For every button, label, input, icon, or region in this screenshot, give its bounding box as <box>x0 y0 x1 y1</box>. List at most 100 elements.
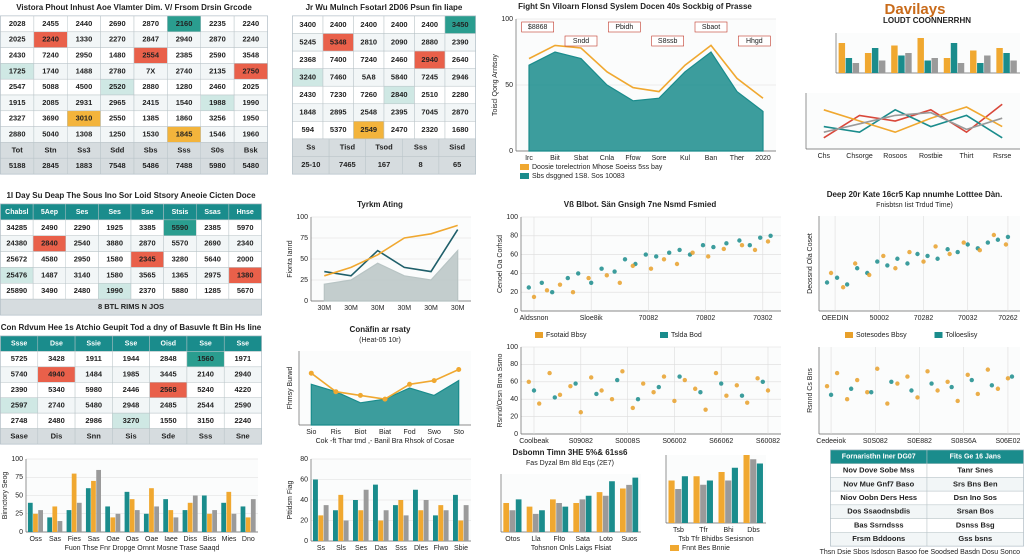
scatter-point <box>677 374 682 379</box>
x-tick-label: Rsrse <box>993 153 1011 160</box>
cell-text: 2510 <box>421 90 438 99</box>
bar <box>602 495 609 532</box>
bar <box>207 513 212 532</box>
y-tick-label: 20 <box>300 517 308 524</box>
cell-text: 1365 <box>172 270 189 279</box>
scatter-point <box>531 388 537 393</box>
bar <box>977 63 984 73</box>
scatter-point <box>578 410 583 415</box>
y-tick-label: 20 <box>510 413 518 420</box>
cell-text: 2327 <box>9 114 26 123</box>
bar <box>891 45 898 73</box>
y-tick-label: 20 <box>510 289 518 296</box>
x-tick-label: Lla <box>531 536 540 543</box>
bar <box>984 55 991 73</box>
cell-text: 2368 <box>299 55 316 64</box>
scatter-point <box>609 397 615 402</box>
cell-text: 2400 <box>421 20 438 29</box>
annotation: Hhgd <box>746 38 763 45</box>
x-axis-label: Fuon Thse Fnr Dropge Ornnt Mosne Trase S… <box>65 545 220 552</box>
y-tick-label: 40 <box>300 497 308 504</box>
line-marker <box>333 389 339 395</box>
scatter-point <box>537 401 542 406</box>
plot-area <box>521 347 781 434</box>
cell-text: 5486 <box>142 161 159 170</box>
scatter-point <box>573 381 578 386</box>
scatter-point <box>965 372 970 378</box>
cell-text: 2280 <box>452 90 469 99</box>
cell-text: Sss <box>177 145 190 154</box>
scatter-point <box>949 384 954 390</box>
scatter-point <box>643 252 648 257</box>
bar <box>134 510 140 532</box>
cell-text: 2025 <box>242 82 259 91</box>
cell-text: Stn <box>45 145 58 154</box>
bar <box>596 492 603 532</box>
cell-text: Sbs <box>144 145 158 154</box>
x-tick-label: Sbie <box>454 545 468 552</box>
plot-area <box>806 93 1020 149</box>
x-tick-label: 70282 <box>914 315 934 322</box>
chart-title: Deep 20r Kate 16cr5 Kap nnumhe Lotttee D… <box>827 190 1003 199</box>
scatter-point <box>737 238 742 243</box>
cell-text: 2895 <box>330 108 347 117</box>
scatter-point <box>552 395 557 400</box>
x-tick-label: Flto <box>553 536 565 543</box>
cell-text: 4220 <box>235 385 252 394</box>
scatter-point <box>724 241 729 246</box>
x-tick-label: Oae <box>145 536 158 543</box>
bar <box>838 43 846 73</box>
bar <box>845 58 853 73</box>
cell-text: 7240 <box>42 50 59 59</box>
column-header: Sse <box>237 341 250 348</box>
legend-label: Sbs dsggned 1S8. Sos 10083 <box>532 173 625 180</box>
bar <box>423 500 429 541</box>
bar <box>163 499 169 532</box>
y-axis-label: Fhmsy Burwd <box>287 367 294 410</box>
scatter-point <box>721 246 726 252</box>
scatter-point <box>661 374 667 379</box>
scatter-point <box>1003 242 1009 247</box>
cell-text: 1285 <box>204 286 221 295</box>
cell-text: 2240 <box>242 19 259 28</box>
cell-text: 2870 <box>209 35 226 44</box>
scatter-point <box>915 395 920 400</box>
cell-text: Sase <box>10 431 28 440</box>
scatter-point <box>875 259 880 264</box>
x-tick-label: 70082 <box>639 315 659 322</box>
column-header: Fornaristhn Iner DG07 <box>842 454 916 461</box>
scatter-point <box>544 288 550 293</box>
cell-text: 1988 <box>209 98 226 107</box>
y-axis-label: Pttidsm Fiag <box>287 480 294 519</box>
y-tick-label: 60 <box>510 251 518 258</box>
cell-text: 2240 <box>235 416 252 425</box>
cell-text: 2870 <box>139 239 156 248</box>
y-axis-label: Toiscl Qong Arntsoy <box>492 54 499 116</box>
cell-text: 2446 <box>123 385 140 394</box>
cell-text: 594 <box>301 125 314 134</box>
cell-text: 2549 <box>360 125 377 134</box>
y-axis-label: Binnctory Seog <box>2 472 9 520</box>
scatter-point <box>667 250 672 255</box>
legend-swatch <box>520 164 529 170</box>
cell-text: 3280 <box>172 254 189 263</box>
scatter-point <box>565 275 570 281</box>
y-tick-label: 80 <box>510 361 518 368</box>
plot-area <box>521 217 781 311</box>
x-tick-label: Kul <box>680 155 691 162</box>
cell-text: 3400 <box>299 20 316 29</box>
legend-swatch <box>845 332 853 338</box>
bar <box>403 515 409 541</box>
logo: Davilays <box>885 1 946 18</box>
cell-text: 1580 <box>106 254 123 263</box>
chart-subtitle: (Heat-05 10r) <box>359 337 401 344</box>
bar <box>579 499 586 532</box>
cell-text: Dsnss Bsg <box>956 520 995 529</box>
cell-text: 5980 <box>85 385 102 394</box>
bar <box>573 503 580 532</box>
x-tick-label: 70802 <box>696 315 716 322</box>
cell-text: 2590 <box>235 400 252 409</box>
bar <box>453 494 458 541</box>
cell-text: Srs Bns Ben <box>953 479 998 488</box>
x-tick-label: Sls <box>336 545 346 552</box>
